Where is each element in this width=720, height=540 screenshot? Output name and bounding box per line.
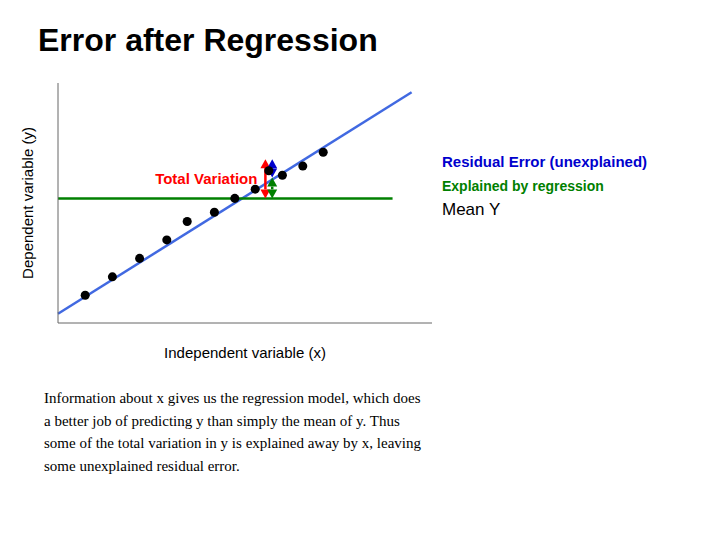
svg-text:Total Variation: Total Variation bbox=[155, 170, 257, 187]
svg-text:Explained by regression: Explained by regression bbox=[442, 178, 604, 194]
svg-text:Residual Error (unexplained): Residual Error (unexplained) bbox=[442, 153, 647, 170]
svg-text:Mean Y: Mean Y bbox=[442, 200, 500, 219]
html-text:Information about x gives us t: Information about x gives us the regress… bbox=[44, 390, 421, 474]
svg-text:Dependent variable (y): Dependent variable (y) bbox=[19, 127, 36, 279]
svg-text:Independent variable (x): Independent variable (x) bbox=[164, 344, 326, 361]
html-text:Error after Regression: Error after Regression bbox=[38, 22, 378, 58]
